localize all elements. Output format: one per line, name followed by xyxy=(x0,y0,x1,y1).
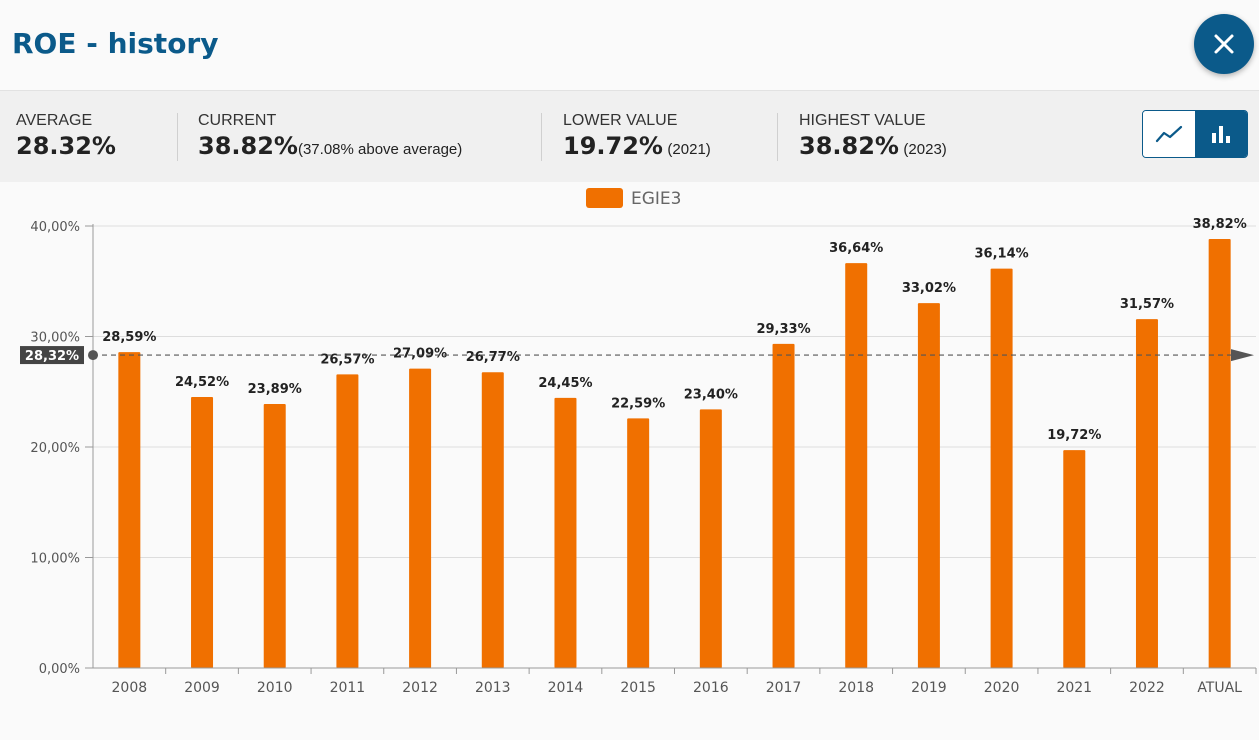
page-title: ROE - history xyxy=(12,27,219,60)
x-tick-label: 2018 xyxy=(838,680,874,696)
legend-swatch xyxy=(586,188,623,208)
x-tick-label: 2014 xyxy=(548,680,584,696)
bar-data-label: 29,33% xyxy=(756,322,810,337)
bar-data-label: 23,40% xyxy=(684,387,738,402)
average-tag-label: 28,32% xyxy=(25,349,79,364)
close-icon xyxy=(1214,34,1234,54)
bar-data-label: 24,45% xyxy=(538,376,592,391)
stat-lower-label: LOWER VALUE xyxy=(563,112,678,129)
average-line-arrow-icon xyxy=(1231,349,1254,362)
y-tick-label: 0,00% xyxy=(39,662,80,677)
line-chart-icon xyxy=(1155,125,1183,143)
stat-divider xyxy=(541,113,542,161)
stat-average-value: 28.32% xyxy=(16,132,116,160)
stat-current-value: 38.82% xyxy=(198,132,298,160)
bar xyxy=(118,352,141,668)
x-tick-label: 2020 xyxy=(984,680,1020,696)
y-tick-label: 10,00% xyxy=(30,552,80,567)
chart-area: 28,59% 24,52% 23,89% 26,57% 27,09% 26,77% 24,4… xyxy=(0,181,1259,735)
x-tick-label: 2021 xyxy=(1056,680,1092,696)
bar-data-label: 22,59% xyxy=(611,396,665,411)
bar xyxy=(191,397,214,668)
x-tick-label: 2017 xyxy=(766,680,802,696)
x-tick-label: 2016 xyxy=(693,680,729,696)
stat-highest-label: HIGHEST VALUE xyxy=(799,112,926,129)
bar xyxy=(1208,239,1231,668)
stats-bar: AVERAGE 28.32% CURRENT 38.82%(37.08% abo… xyxy=(0,90,1259,182)
stat-highest-note: (2023) xyxy=(903,141,947,158)
chart-type-toggle xyxy=(1142,110,1248,158)
bar-data-label: 26,77% xyxy=(466,350,520,365)
x-tick-label: 2022 xyxy=(1129,680,1165,696)
stat-current: CURRENT 38.82%(37.08% above average) xyxy=(198,111,462,165)
roe-bar-chart: 28,59% 24,52% 23,89% 26,57% 27,09% 26,77% 24,4… xyxy=(20,188,1257,696)
bar xyxy=(772,343,795,668)
bar xyxy=(699,409,722,668)
x-tick-label: ATUAL xyxy=(1197,680,1242,696)
stat-average-label: AVERAGE xyxy=(16,112,93,129)
x-tick-label: 2019 xyxy=(911,680,947,696)
bar-data-label: 33,02% xyxy=(902,281,956,296)
bar-data-label: 36,14% xyxy=(975,247,1029,262)
modal-header: ROE - history xyxy=(0,0,1259,90)
y-tick-label: 40,00% xyxy=(30,220,80,235)
bar-data-label: 24,52% xyxy=(175,375,229,390)
bar xyxy=(1063,450,1086,668)
average-line-start-dot xyxy=(88,350,98,361)
y-tick-label: 20,00% xyxy=(30,441,80,456)
stat-current-note: (37.08% above average) xyxy=(297,141,463,158)
bar-data-label: 38,82% xyxy=(1193,217,1247,232)
stat-lower-value: 19.72% xyxy=(563,132,663,160)
bar-data-label: 28,59% xyxy=(102,330,156,345)
stat-current-label: CURRENT xyxy=(198,112,277,129)
legend-label: EGIE3 xyxy=(631,189,682,209)
bar-data-label: 36,64% xyxy=(829,241,883,256)
average-tag-bg xyxy=(20,346,84,365)
bar xyxy=(336,374,359,668)
stat-highest-value: 38.82% xyxy=(799,132,899,160)
x-tick-label: 2015 xyxy=(620,680,656,696)
close-button[interactable] xyxy=(1194,14,1254,74)
bar xyxy=(845,263,868,668)
x-tick-label: 2012 xyxy=(402,680,438,696)
stat-lower-note: (2021) xyxy=(667,141,711,158)
bar xyxy=(481,372,504,668)
stat-highest: HIGHEST VALUE 38.82% (2023) xyxy=(799,111,947,165)
bar-chart-icon xyxy=(1212,126,1230,143)
bar xyxy=(990,268,1013,668)
bar xyxy=(627,418,650,668)
bar xyxy=(917,303,940,668)
bar xyxy=(1135,319,1158,668)
bar-data-label: 19,72% xyxy=(1047,428,1101,443)
x-tick-label: 2009 xyxy=(184,680,220,696)
x-tick-label: 2008 xyxy=(112,680,148,696)
y-tick-label: 30,00% xyxy=(30,331,80,346)
x-tick-label: 2013 xyxy=(475,680,511,696)
x-tick-label: 2010 xyxy=(257,680,293,696)
bar xyxy=(409,368,432,668)
bar-data-label: 26,57% xyxy=(320,352,374,367)
bar-data-label: 23,89% xyxy=(248,382,302,397)
stat-average: AVERAGE 28.32% xyxy=(16,111,116,165)
bar-chart-button[interactable] xyxy=(1195,111,1247,157)
bar xyxy=(263,404,286,668)
bar-data-label: 31,57% xyxy=(1120,297,1174,312)
x-tick-label: 2011 xyxy=(330,680,366,696)
bar xyxy=(554,397,577,668)
stat-divider xyxy=(177,113,178,161)
stat-lower: LOWER VALUE 19.72% (2021) xyxy=(563,111,711,165)
bar-data-label: 27,09% xyxy=(393,347,447,362)
stat-divider xyxy=(777,113,778,161)
line-chart-button[interactable] xyxy=(1143,111,1195,157)
